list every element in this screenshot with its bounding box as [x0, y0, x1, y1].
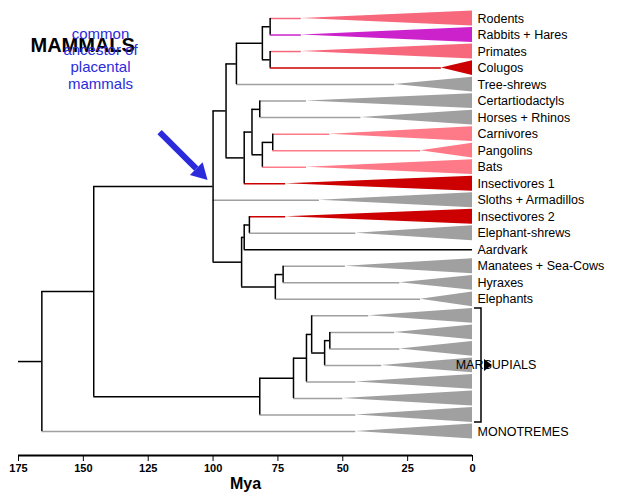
svg-text:Pangolins: Pangolins: [478, 144, 533, 158]
svg-text:Primates: Primates: [478, 45, 527, 59]
svg-text:Insectivores 2: Insectivores 2: [478, 210, 555, 224]
svg-text:Sloths + Armadillos: Sloths + Armadillos: [478, 193, 585, 207]
svg-text:75: 75: [272, 462, 284, 474]
svg-text:commonancestor ofplacentalmamm: commonancestor ofplacentalmammals: [63, 25, 138, 93]
svg-text:Bats: Bats: [478, 160, 503, 174]
svg-text:Aardvark: Aardvark: [478, 243, 529, 257]
svg-text:125: 125: [139, 462, 157, 474]
svg-text:175: 175: [9, 462, 27, 474]
svg-text:Carnivores: Carnivores: [478, 127, 538, 141]
svg-text:Tree-shrews: Tree-shrews: [478, 78, 547, 92]
svg-text:Manatees + Sea-Cows: Manatees + Sea-Cows: [478, 259, 605, 273]
svg-text:150: 150: [74, 462, 92, 474]
svg-text:Rodents: Rodents: [478, 12, 525, 26]
svg-text:Rabbits + Hares: Rabbits + Hares: [478, 28, 568, 42]
svg-text:Colugos: Colugos: [478, 61, 524, 75]
svg-text:MARSUPIALS: MARSUPIALS: [456, 358, 537, 372]
svg-text:Hyraxes: Hyraxes: [478, 276, 524, 290]
svg-text:Elephant-shrews: Elephant-shrews: [478, 226, 571, 240]
svg-text:25: 25: [402, 462, 414, 474]
svg-text:MONOTREMES: MONOTREMES: [478, 425, 569, 439]
svg-text:Horses + Rhinos: Horses + Rhinos: [478, 111, 571, 125]
svg-text:50: 50: [337, 462, 349, 474]
svg-text:0: 0: [469, 462, 475, 474]
svg-text:Insectivores 1: Insectivores 1: [478, 177, 555, 191]
svg-text:Mya: Mya: [230, 475, 261, 492]
svg-text:Elephants: Elephants: [478, 292, 534, 306]
svg-text:100: 100: [204, 462, 222, 474]
svg-text:Certartiodactyls: Certartiodactyls: [478, 94, 565, 108]
